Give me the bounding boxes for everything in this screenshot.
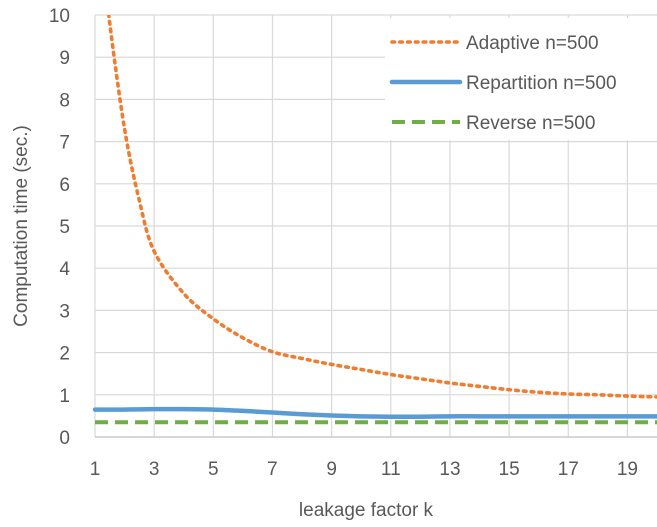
legend-label: Adaptive n=500 [466,33,599,54]
x-tick-label: 5 [208,459,219,480]
x-tick-label: 19 [617,459,638,480]
y-tick-label: 2 [59,344,70,365]
legend-label: Repartition n=500 [466,73,617,94]
series-line-2 [93,406,657,420]
y-tick-label: 10 [49,6,70,27]
legend-label: Reverse n=500 [466,113,595,134]
grid-lines [94,14,657,437]
x-tick-label: 13 [439,459,460,480]
x-tick-label: 17 [558,459,579,480]
y-tick-label: 7 [59,133,70,154]
y-axis-title: Computation time (sec.) [11,125,32,327]
legend-background [385,18,657,140]
y-tick-label: 3 [59,301,70,322]
series-line-1 [106,15,657,399]
x-tick-label: 15 [499,459,520,480]
x-tick-label: 9 [326,459,337,480]
x-tick-labels: 1 3 5 7 9 11 13 15 17 19 [90,459,638,480]
y-tick-label: 6 [59,175,70,196]
x-tick-label: 1 [90,459,101,480]
y-tick-label: 4 [59,259,70,280]
series-lines [93,15,657,425]
y-tick-labels: 0 1 2 3 4 5 6 7 8 9 10 [49,6,71,449]
legend: Adaptive n=500 Repartition n=500 Reverse n… [385,18,657,140]
x-tick-label: 11 [381,459,401,480]
x-tick-label: 3 [149,459,160,480]
y-tick-label: 5 [59,217,70,238]
y-tick-label: 8 [59,90,70,111]
y-tick-label: 0 [59,428,70,449]
y-tick-label: 1 [59,386,70,407]
x-tick-label: 7 [267,459,278,480]
y-tick-label: 9 [59,48,70,69]
x-axis-title: leakage factor k [299,500,434,521]
